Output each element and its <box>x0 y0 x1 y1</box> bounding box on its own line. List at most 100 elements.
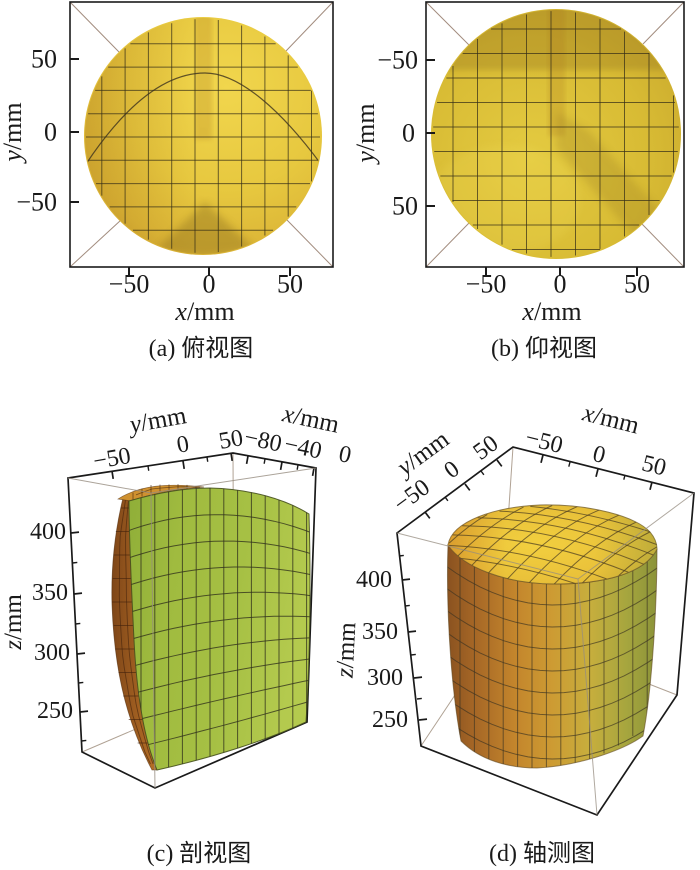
tick-mark <box>464 483 471 491</box>
tick-mark <box>496 459 503 467</box>
grid-line <box>447 608 657 650</box>
tick-mark-minor <box>206 456 209 462</box>
tick-mark-minor <box>78 681 84 684</box>
outer-wall-grid <box>112 499 154 765</box>
box-corner-diagonal <box>69 219 122 268</box>
c-ytick-label: 0 <box>175 431 191 459</box>
caption-d: (d) 轴测图 <box>489 840 595 867</box>
tick-mark <box>649 481 653 491</box>
c-xtick-label: −80 <box>242 424 284 457</box>
d-ztick-label: 250 <box>372 707 408 733</box>
side-wall-grid <box>447 551 657 768</box>
grid-line <box>447 586 657 628</box>
a-yaxis-label: y/mm <box>0 102 27 164</box>
seam-band <box>195 18 212 140</box>
tick-mark-minor <box>296 464 299 470</box>
grid-line <box>462 525 644 565</box>
grid-line <box>618 546 657 576</box>
b-ytick-label: −50 <box>377 46 418 75</box>
grid-line <box>528 514 620 584</box>
ticks-c <box>70 452 315 742</box>
d-ztick-label: 400 <box>356 567 392 593</box>
d-ztick-label: 350 <box>362 619 398 645</box>
grid-line <box>129 591 310 615</box>
panel-b-bottom-view: −50 0 50 −50 0 50 x/mm y/mm (b) 仰视图 <box>351 1 685 362</box>
tick-mark-minor <box>444 496 449 502</box>
grid-line <box>447 630 657 672</box>
grid-line <box>454 557 576 584</box>
grid-line <box>129 637 310 670</box>
grid-line <box>118 499 151 765</box>
box-corner-diagonal <box>642 1 685 45</box>
grid-line <box>447 696 657 738</box>
grid-line <box>447 718 657 760</box>
d-ztick-label: 300 <box>367 665 403 691</box>
tick-mark-minor <box>81 739 87 742</box>
grid-line <box>530 505 652 533</box>
b-xtick-label: −50 <box>466 270 507 299</box>
grid-line <box>129 699 310 751</box>
c-ztick-label: 400 <box>30 519 66 545</box>
box-corner-diagonal <box>425 1 470 46</box>
box-front-edges <box>67 467 317 789</box>
panel-c-cutaway-view: −50 0 50 y/mm −80 −40 0 x/mm 400 350 300… <box>0 400 354 867</box>
d-xtick-label: −50 <box>523 425 566 459</box>
grid-line <box>505 509 600 581</box>
d-xtick-label: 50 <box>639 450 669 481</box>
tick-mark <box>401 578 411 581</box>
tick-mark-minor <box>404 604 410 607</box>
tick-mark <box>79 710 89 713</box>
a-xaxis-label: x/mm <box>174 297 234 326</box>
tick-mark-minor <box>263 458 266 464</box>
tick-mark <box>279 461 283 471</box>
grid-line <box>485 506 578 576</box>
box-corner-diagonal <box>425 222 470 268</box>
c-xtick-label: 0 <box>336 441 353 469</box>
grid-line <box>452 534 629 573</box>
frame-a <box>69 1 334 268</box>
frame-b <box>425 1 685 268</box>
tick-mark <box>70 531 80 534</box>
dome-grid <box>448 505 657 584</box>
ticks-b <box>426 59 638 276</box>
b-xtick-label: 50 <box>624 270 650 299</box>
b-xtick-label: 0 <box>554 270 567 299</box>
grid-line <box>582 531 651 584</box>
tick-mark-minor <box>568 461 571 467</box>
grid-line <box>454 506 524 559</box>
grid-line <box>129 566 310 588</box>
c-zaxis-label: z/mm <box>0 594 27 651</box>
grid-line <box>447 674 657 716</box>
tick-mark-minor <box>147 465 150 471</box>
d-xaxis-label: x/mm <box>579 399 642 439</box>
tick-mark <box>111 470 115 480</box>
a-ytick-label: −50 <box>16 188 57 217</box>
box-front-edges <box>396 492 695 816</box>
tick-mark-minor <box>75 622 81 625</box>
a-ytick-label: 0 <box>44 118 57 147</box>
box-corner-diagonal <box>69 1 120 53</box>
panel-d-axonometric-view: −50 0 50 y/mm −50 0 50 x/mm 400 350 300 … <box>331 399 695 867</box>
tick-mark-minor <box>410 653 416 656</box>
grid-line <box>129 514 310 535</box>
tick-mark <box>182 460 186 470</box>
caption-b: (b) 仰视图 <box>491 335 597 362</box>
tick-mark <box>245 455 249 465</box>
c-ztick-label: 250 <box>37 698 73 724</box>
a-ytick-label: 50 <box>31 45 57 74</box>
c-ztick-label: 300 <box>34 640 70 666</box>
d-ytick-label: 0 <box>440 456 465 484</box>
b-ytick-label: 50 <box>392 192 418 221</box>
tick-mark <box>413 676 423 679</box>
a-xtick-label: −50 <box>109 270 150 299</box>
box-frame-d <box>396 446 695 817</box>
d-zaxis-label: z/mm <box>331 621 361 679</box>
section-face-grid <box>129 488 310 770</box>
tick-mark-minor <box>398 554 404 557</box>
grid-line <box>129 678 310 724</box>
box-corner-diagonal <box>285 1 334 52</box>
tick-mark <box>230 452 234 462</box>
surface-grid-a <box>86 19 320 253</box>
tick-mark-minor <box>480 470 485 476</box>
caption-c: (c) 剖视图 <box>147 840 252 867</box>
